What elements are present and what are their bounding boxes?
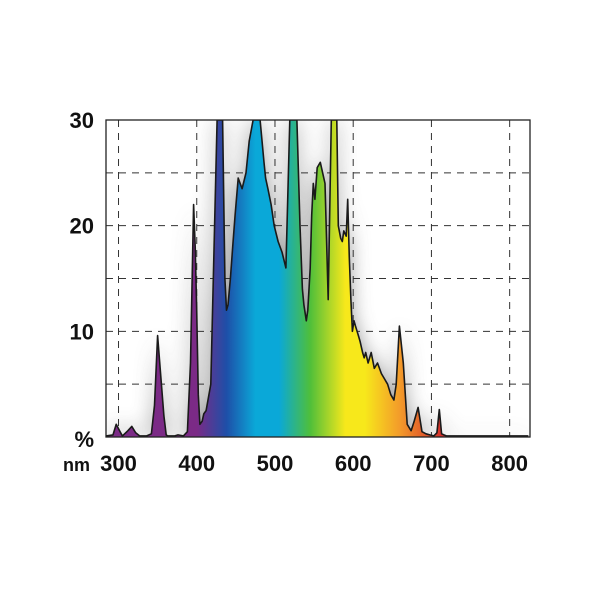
- y-axis-unit-label: %: [74, 427, 94, 452]
- spectrum-outline: [106, 120, 529, 437]
- x-tick-label: 800: [491, 451, 528, 476]
- x-tick-label: 700: [413, 451, 450, 476]
- x-tick-label: 300: [100, 451, 137, 476]
- x-tick-label: 400: [178, 451, 215, 476]
- y-tick-label: 20: [70, 214, 94, 239]
- plot-frame: [105, 119, 531, 438]
- spectrum-area-group: [106, 120, 529, 437]
- y-axis-labels: 10 20 30: [70, 108, 94, 344]
- x-axis-labels: 300 400 500 600 700 800: [100, 451, 528, 476]
- x-tick-label: 600: [335, 451, 372, 476]
- y-tick-label: 10: [70, 319, 94, 344]
- y-tick-label: 30: [70, 108, 94, 133]
- x-axis-unit-label: nm: [63, 455, 90, 475]
- x-tick-label: 500: [257, 451, 294, 476]
